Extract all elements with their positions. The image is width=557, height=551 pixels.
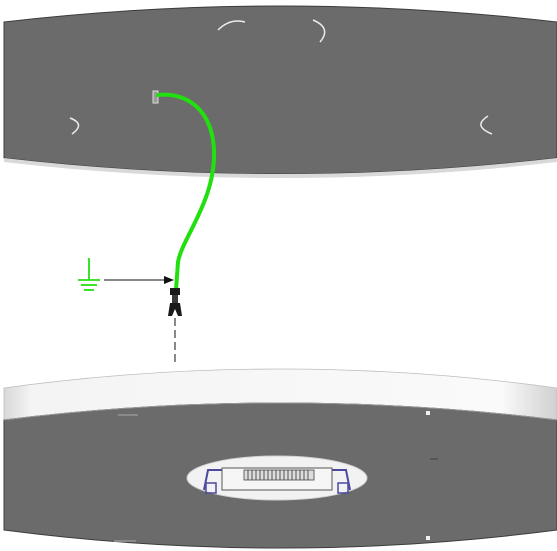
top-disc-panel: [3, 5, 557, 178]
panel-mark: [118, 414, 138, 416]
green-ground-wire: [156, 92, 217, 292]
bottom-disc-panel: [3, 368, 557, 549]
arrow-right-icon: [104, 276, 174, 284]
connector-icon: [168, 288, 182, 316]
terminal-connector: [186, 455, 368, 501]
top-arc-mark: [312, 19, 326, 43]
panel-mark: [114, 540, 136, 542]
mount-hole: [426, 411, 430, 415]
panel-mark: [430, 458, 438, 460]
ground-icon: [78, 258, 100, 291]
top-arc-mark: [69, 117, 80, 135]
top-arc-mark: [480, 115, 493, 135]
top-arc-mark: [217, 20, 246, 31]
mount-hole: [426, 536, 430, 540]
wire-attach-tab: [152, 90, 159, 104]
